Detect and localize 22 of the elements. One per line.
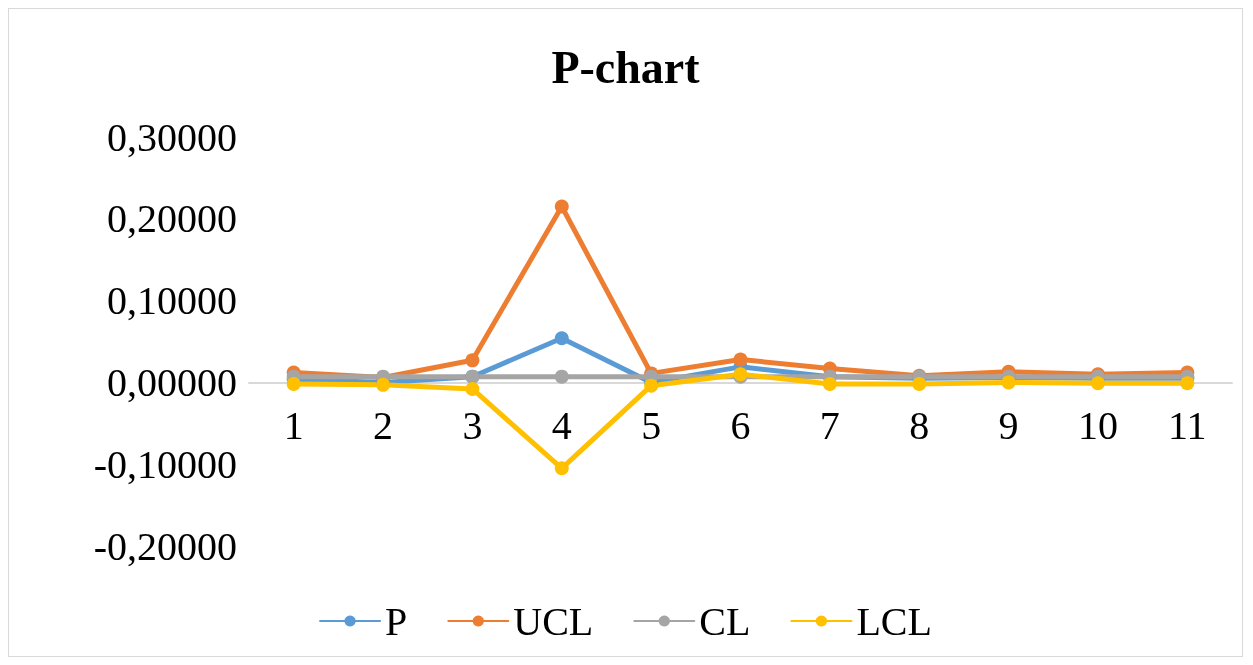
x-tick-label: 4 bbox=[551, 403, 572, 449]
y-tick-label: -0,10000 bbox=[93, 441, 237, 487]
x-tick-label: 5 bbox=[641, 403, 662, 449]
chart-title: P-chart bbox=[551, 41, 701, 93]
y-tick-label: 0,10000 bbox=[107, 278, 237, 324]
x-tick-label: 11 bbox=[1168, 403, 1207, 449]
y-tick-label: -0,20000 bbox=[93, 523, 237, 569]
legend-label: UCL bbox=[513, 598, 594, 644]
x-tick-label: 3 bbox=[462, 403, 483, 449]
x-tick-label: 1 bbox=[283, 403, 304, 449]
x-tick-label: 9 bbox=[998, 403, 1019, 449]
y-tick-label: 0,00000 bbox=[107, 359, 237, 405]
y-tick-label: 0,20000 bbox=[107, 196, 237, 242]
legend-label: P bbox=[385, 598, 408, 644]
x-tick-label: 10 bbox=[1077, 403, 1118, 449]
y-tick-label: 0,30000 bbox=[107, 114, 237, 160]
x-tick-label: 6 bbox=[730, 403, 751, 449]
x-tick-label: 7 bbox=[819, 403, 840, 449]
x-tick-label: 2 bbox=[373, 403, 394, 449]
legend-label: CL bbox=[699, 598, 751, 644]
x-tick-label: 8 bbox=[909, 403, 930, 449]
legend-label: LCL bbox=[856, 598, 932, 644]
